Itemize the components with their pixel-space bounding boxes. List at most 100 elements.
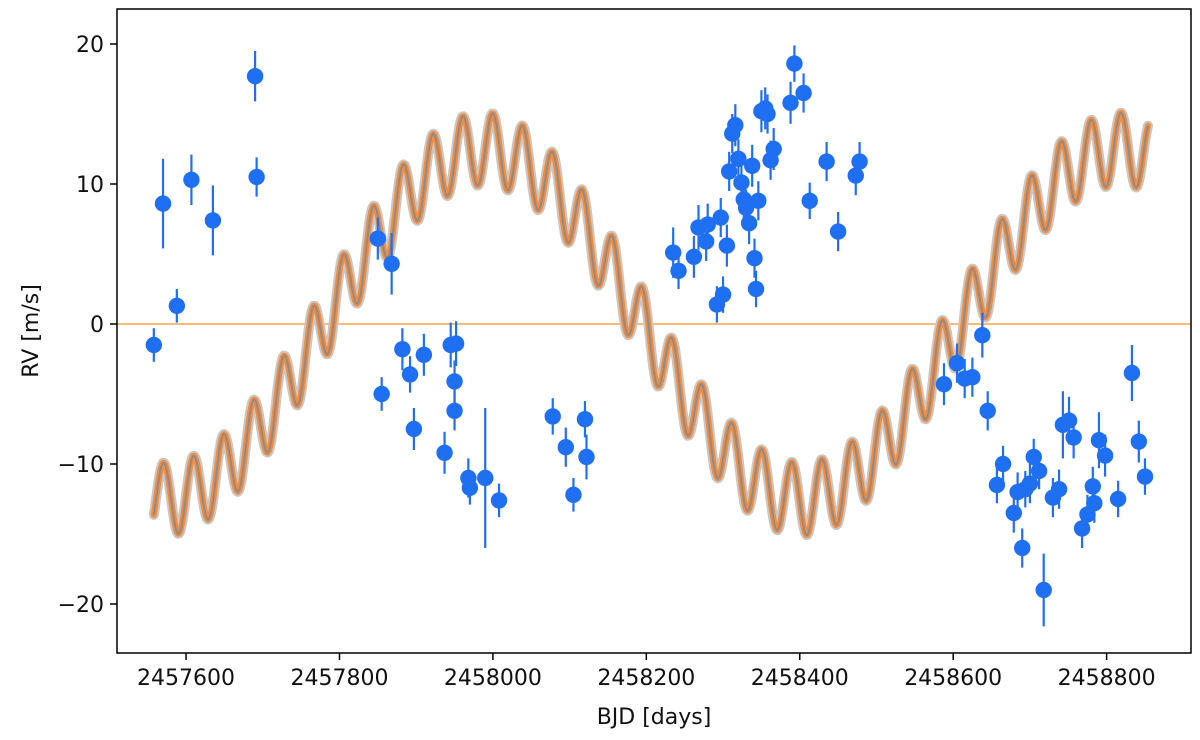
data-marker bbox=[1050, 481, 1068, 498]
data-marker bbox=[718, 237, 736, 254]
x-axis-ticks: 2457600 2457800 2458000 2458200 2458400 24586… bbox=[137, 653, 1156, 691]
rv-point bbox=[1065, 416, 1082, 459]
rv-point bbox=[145, 328, 163, 362]
data-marker bbox=[1096, 447, 1114, 464]
data-marker bbox=[699, 216, 716, 233]
data-marker bbox=[246, 68, 264, 85]
y-tick-label: 10 bbox=[76, 173, 104, 198]
model-median-line bbox=[152, 111, 1149, 536]
data-marker bbox=[1090, 432, 1108, 449]
rv-point bbox=[765, 128, 782, 170]
rv-point bbox=[461, 471, 479, 505]
rv-point bbox=[401, 356, 419, 393]
rv-point bbox=[782, 81, 799, 124]
data-marker bbox=[405, 420, 423, 438]
data-marker bbox=[851, 153, 868, 170]
y-tick-label: −10 bbox=[58, 453, 104, 478]
data-marker bbox=[727, 117, 744, 134]
rv-point bbox=[1050, 469, 1068, 509]
rv-point bbox=[699, 203, 716, 246]
data-marker bbox=[818, 153, 835, 170]
rv-data-points bbox=[145, 45, 1154, 627]
rv-point bbox=[718, 224, 736, 267]
data-marker bbox=[394, 341, 411, 358]
rv-point bbox=[670, 252, 687, 289]
data-marker bbox=[447, 335, 465, 352]
rv-point bbox=[974, 312, 991, 358]
x-tick-label: 2458400 bbox=[751, 666, 849, 691]
data-marker bbox=[786, 55, 803, 72]
data-marker bbox=[765, 140, 782, 158]
rv-point bbox=[394, 328, 411, 371]
rv-point bbox=[1096, 434, 1114, 477]
rv-point bbox=[557, 427, 574, 467]
data-marker bbox=[733, 174, 750, 191]
data-marker bbox=[1065, 429, 1082, 446]
data-marker bbox=[988, 476, 1006, 494]
data-marker bbox=[183, 171, 200, 188]
data-marker bbox=[204, 212, 222, 229]
data-marker bbox=[994, 455, 1012, 473]
rv-point bbox=[727, 104, 744, 147]
data-marker bbox=[490, 492, 508, 509]
data-marker bbox=[697, 233, 715, 250]
data-marker bbox=[664, 244, 682, 261]
rv-point bbox=[988, 466, 1006, 504]
rv-point bbox=[565, 478, 582, 512]
data-marker bbox=[1123, 364, 1141, 382]
data-marker bbox=[759, 105, 776, 123]
rv-point bbox=[246, 51, 264, 102]
rv-point bbox=[714, 276, 732, 313]
data-marker bbox=[373, 385, 390, 403]
rv-point bbox=[1014, 528, 1031, 568]
data-marker bbox=[168, 297, 186, 314]
rv-point bbox=[1086, 483, 1103, 523]
data-marker bbox=[1084, 478, 1102, 495]
data-marker bbox=[948, 355, 966, 372]
data-marker bbox=[979, 402, 996, 419]
y-tick-label: −20 bbox=[58, 593, 104, 618]
data-marker bbox=[446, 373, 463, 390]
y-axis-label: RV [m/s] bbox=[19, 284, 44, 378]
x-tick-label: 2458600 bbox=[904, 666, 1002, 691]
rv-point bbox=[168, 289, 186, 323]
plot-area bbox=[117, 45, 1191, 627]
data-marker bbox=[145, 336, 163, 354]
data-marker bbox=[1109, 490, 1127, 508]
data-marker bbox=[154, 195, 172, 212]
rv-point bbox=[447, 321, 465, 366]
rv-point bbox=[446, 391, 463, 431]
data-marker bbox=[1030, 462, 1048, 480]
rv-point bbox=[490, 483, 508, 518]
rv-point bbox=[1109, 480, 1127, 518]
data-marker bbox=[743, 157, 761, 174]
data-marker bbox=[436, 444, 453, 461]
rv-point bbox=[851, 142, 868, 182]
data-marker bbox=[847, 167, 864, 184]
rv-point bbox=[576, 401, 594, 438]
rv-point bbox=[383, 233, 400, 295]
y-axis-ticks: 20 10 0 −10 −20 bbox=[58, 33, 117, 618]
data-marker bbox=[712, 209, 729, 226]
rv-point bbox=[154, 158, 172, 249]
data-marker bbox=[369, 230, 387, 247]
plot-frame bbox=[116, 8, 1192, 654]
x-tick-label: 2457600 bbox=[137, 666, 235, 691]
rv-point bbox=[750, 181, 767, 221]
data-marker bbox=[750, 192, 767, 209]
data-marker bbox=[1130, 433, 1148, 450]
rv-point bbox=[979, 391, 996, 431]
data-marker bbox=[415, 346, 433, 363]
rv-point bbox=[1035, 553, 1052, 627]
x-tick-label: 2458800 bbox=[1058, 666, 1156, 691]
data-marker bbox=[1005, 504, 1022, 522]
rv-point bbox=[786, 45, 803, 82]
data-marker bbox=[401, 366, 419, 383]
data-marker bbox=[1136, 468, 1154, 485]
data-marker bbox=[557, 439, 574, 456]
rv-point bbox=[436, 431, 453, 474]
data-marker bbox=[578, 448, 595, 466]
rv-point bbox=[248, 157, 265, 197]
data-marker bbox=[1060, 412, 1078, 429]
